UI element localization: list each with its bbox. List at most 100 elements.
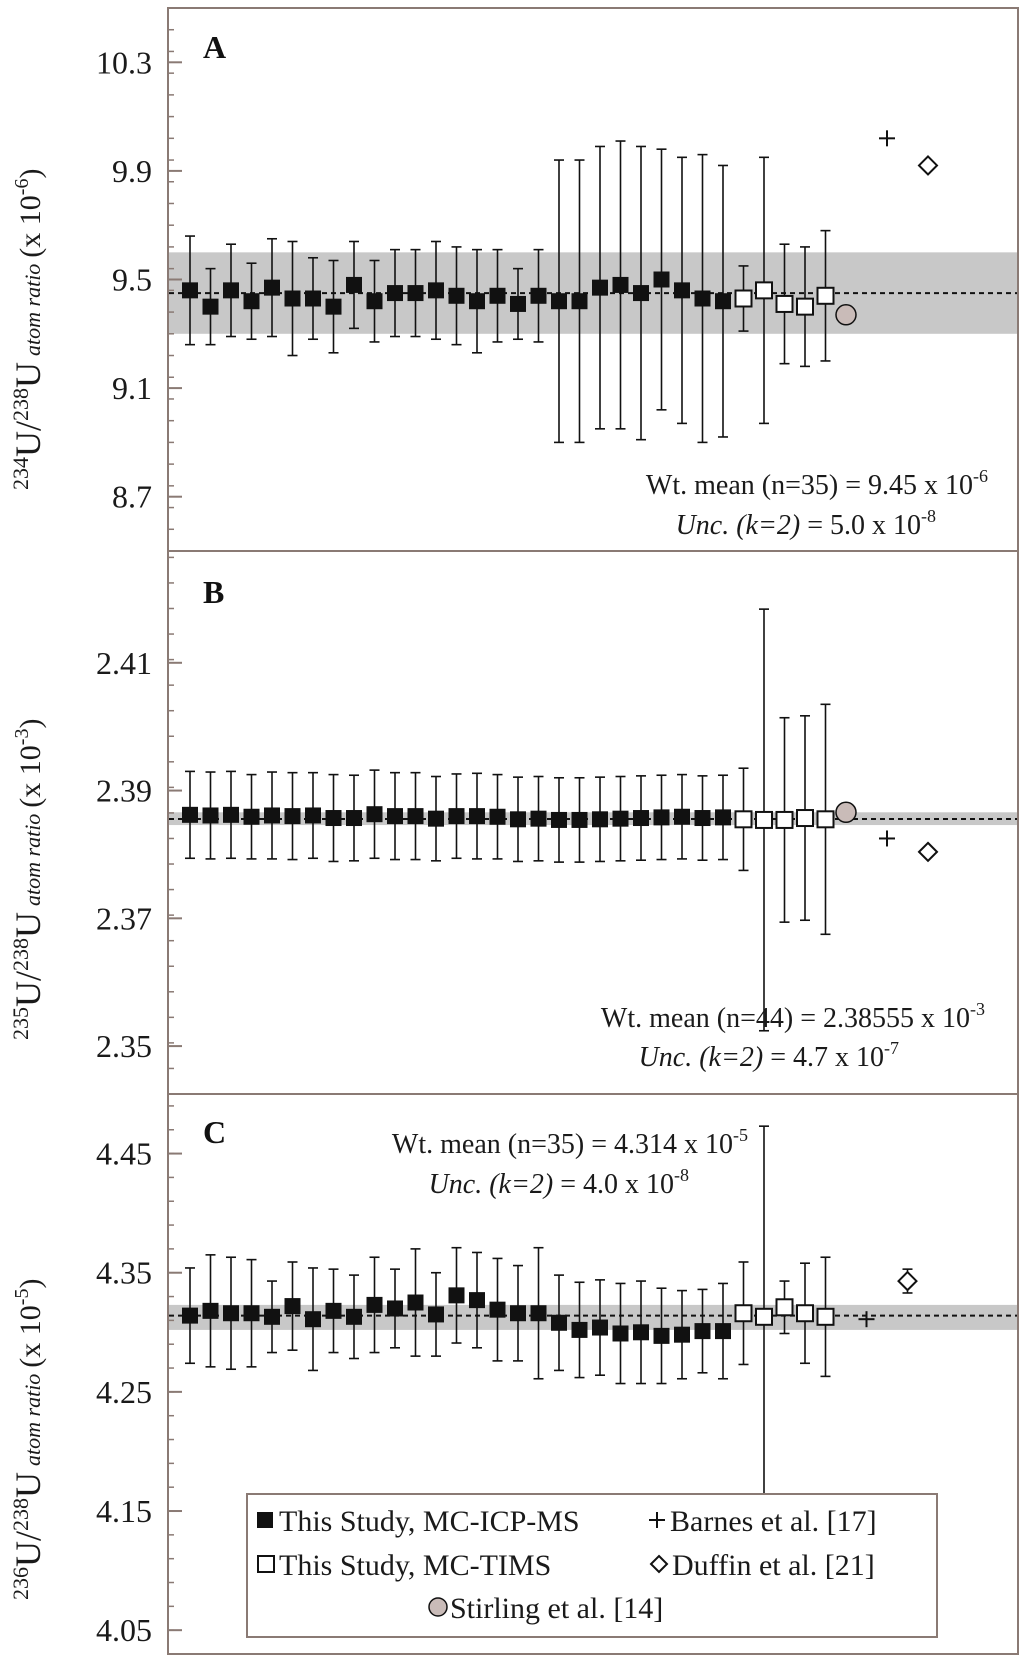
data-point-diamond — [917, 155, 939, 176]
data-point-filled-square — [366, 1296, 383, 1313]
data-point-filled-square — [489, 287, 506, 304]
data-point-filled-square — [448, 1287, 465, 1304]
legend-plus-icon — [649, 1512, 665, 1528]
data-point-filled-square — [264, 807, 280, 824]
data-point-filled-square — [284, 290, 301, 307]
panel-a-plot — [169, 130, 1017, 444]
data-point-filled-square — [510, 811, 526, 828]
data-point-filled-square — [510, 295, 526, 312]
data-point-filled-square — [346, 1308, 362, 1325]
data-point-filled-square — [284, 1298, 301, 1315]
data-point-open-square — [775, 1298, 794, 1317]
panel-b: B 2.35 2.37 2.39 2.41 235U/238Uatom ratio(x… — [8, 550, 1019, 1095]
data-point-filled-square — [305, 807, 321, 824]
y-tick-label: 2.41 — [96, 645, 152, 681]
data-point-filled-square — [592, 1319, 608, 1336]
data-point-filled-square — [489, 808, 506, 825]
data-point-filled-square — [592, 811, 608, 828]
data-point-filled-square — [366, 806, 383, 823]
y-tick-label: 4.35 — [96, 1255, 152, 1291]
data-point-filled-square — [653, 1327, 670, 1344]
panel-c-y-label: 236U/238Uatom ratio(x 10-5) — [8, 1279, 48, 1600]
data-point-filled-square — [715, 809, 731, 826]
panel-b-letter: B — [203, 574, 224, 610]
data-point-filled-square — [428, 1306, 444, 1323]
data-point-filled-square — [715, 1323, 731, 1340]
data-point-filled-square — [428, 810, 444, 827]
data-point-filled-square — [612, 276, 629, 293]
legend-label-mc-tims: This Study, MC-TIMS — [279, 1549, 551, 1582]
data-point-filled-square — [387, 285, 403, 302]
y-tick-label: 10.3 — [96, 44, 152, 80]
y-tick-label: 9.9 — [112, 153, 152, 189]
data-point-filled-square — [571, 293, 588, 310]
y-tick-label: 2.35 — [96, 1028, 152, 1064]
data-point-filled-square — [551, 1314, 567, 1331]
data-point-filled-square — [510, 1305, 526, 1322]
data-point-filled-square — [387, 1300, 403, 1317]
data-point-filled-square — [346, 276, 362, 293]
panel-a-mean-annotation: Wt. mean (n=35) = 9.45 x 10-6 — [646, 466, 988, 501]
data-point-open-square — [816, 1307, 835, 1326]
legend-filled-square-icon — [257, 1512, 273, 1528]
data-point-filled-square — [612, 810, 629, 827]
panel-c-frame — [167, 1093, 1019, 1655]
legend-circle-icon — [428, 1597, 448, 1617]
panel-b-mean-annotation: Wt. mean (n=44) = 2.38555 x 10-3 — [601, 999, 985, 1034]
data-point-open-square — [796, 809, 814, 828]
data-point-open-square — [755, 1307, 773, 1326]
data-point-open-square — [755, 810, 773, 829]
data-point-circle — [835, 304, 857, 326]
panel-a-unc-annotation: Unc. (k=2) = 5.0 x 10-8 — [676, 506, 936, 541]
data-point-filled-square — [202, 1302, 219, 1319]
panel-b-unc-annotation: Unc. (k=2) = 4.7 x 10-7 — [639, 1038, 899, 1073]
data-point-filled-square — [694, 810, 711, 827]
data-point-open-square — [796, 297, 814, 316]
data-point-filled-square — [182, 806, 198, 823]
panel-b-y-axis: 2.35 2.37 2.39 2.41 — [96, 556, 182, 1070]
data-point-filled-square — [469, 808, 485, 825]
data-point-plus — [879, 130, 895, 147]
data-point-filled-square — [551, 811, 567, 828]
data-point-plus — [879, 830, 895, 847]
data-point-filled-square — [448, 287, 465, 304]
data-point-filled-square — [674, 282, 690, 299]
y-tick-label: 9.5 — [112, 262, 152, 298]
panel-a-y-label: 234U/238Uatom ratio(x 10-6) — [8, 169, 48, 490]
legend-label-stirling: Stirling et al. [14] — [450, 1592, 663, 1625]
panel-a: A 8.7 9.1 9.5 9.9 10.3 234U/238Uatom ratio(x… — [8, 7, 1019, 552]
legend-open-square-icon — [257, 1555, 275, 1573]
data-point-filled-square — [715, 293, 731, 310]
data-point-filled-square — [407, 808, 424, 825]
data-point-filled-square — [653, 809, 670, 826]
data-point-filled-square — [448, 808, 465, 825]
legend-label-mc-icp-ms: This Study, MC-ICP-MS — [279, 1505, 580, 1538]
legend: This Study, MC-ICP-MS Barnes et al. [17]… — [246, 1493, 938, 1638]
panel-a-letter: A — [203, 29, 226, 65]
data-point-filled-square — [243, 1305, 260, 1322]
data-point-filled-square — [305, 290, 321, 307]
data-point-filled-square — [387, 808, 403, 825]
data-point-filled-square — [571, 1321, 588, 1338]
data-point-filled-square — [325, 298, 342, 315]
legend-label-duffin: Duffin et al. [21] — [672, 1549, 875, 1582]
data-point-filled-square — [223, 282, 239, 299]
y-tick-label: 4.15 — [96, 1493, 152, 1529]
data-point-filled-square — [633, 810, 649, 827]
data-point-filled-square — [530, 810, 547, 827]
panel-c-mean-annotation: Wt. mean (n=35) = 4.314 x 10-5 — [392, 1125, 748, 1160]
y-tick-label: 2.39 — [96, 773, 152, 809]
legend-label-barnes: Barnes et al. [17] — [670, 1505, 877, 1538]
data-point-filled-square — [469, 293, 485, 310]
data-point-filled-square — [264, 279, 280, 296]
data-point-open-square — [816, 286, 835, 305]
y-tick-label: 4.45 — [96, 1136, 152, 1172]
panel-b-plot — [169, 608, 1017, 1032]
data-point-filled-square — [694, 1323, 711, 1340]
data-point-filled-square — [551, 293, 567, 310]
data-point-open-square — [796, 1304, 814, 1323]
data-point-open-square — [734, 810, 753, 829]
data-point-open-square — [775, 810, 794, 829]
data-point-filled-square — [633, 285, 649, 302]
